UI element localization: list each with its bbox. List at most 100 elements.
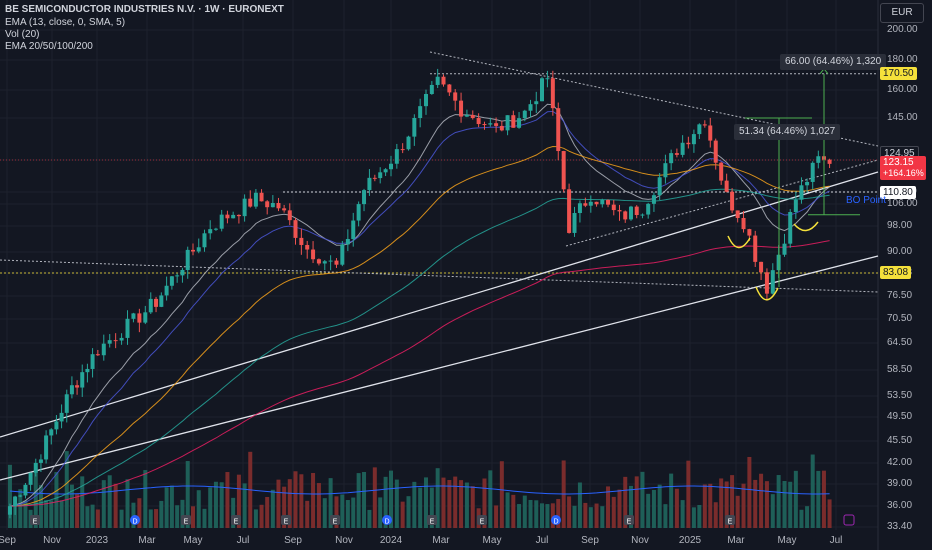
candle-body: [242, 198, 247, 217]
candle-body: [64, 394, 69, 413]
candle-body: [464, 114, 469, 117]
dividend-marker-icon[interactable]: [130, 515, 140, 525]
volume-bar: [33, 470, 38, 528]
candle-body: [522, 110, 527, 119]
volume-bar: [464, 482, 469, 528]
event-marker-label: D: [132, 519, 137, 526]
candle-body: [367, 177, 372, 191]
earnings-marker-icon[interactable]: [330, 515, 340, 525]
event-marker-label: E: [627, 519, 632, 526]
candle-body: [753, 235, 758, 262]
volume-bar: [730, 475, 735, 528]
candle-body: [400, 149, 405, 151]
volume-bar: [567, 496, 572, 528]
currency-button[interactable]: EUR: [880, 3, 924, 23]
volume-bar: [196, 490, 201, 528]
earnings-marker-icon[interactable]: [477, 515, 487, 525]
ema50-line: [9, 145, 830, 507]
candle-body: [80, 372, 85, 388]
candle-body: [44, 435, 49, 460]
volume-bar: [540, 503, 544, 528]
candle-body: [322, 261, 327, 264]
candle-body: [447, 84, 452, 93]
indicator-ema-multi-label[interactable]: EMA 20/50/100/200: [5, 41, 93, 52]
volume-bar: [356, 473, 361, 528]
volume-bar: [724, 481, 729, 528]
volume-bars: [7, 451, 832, 528]
volume-bar: [759, 473, 764, 528]
volume-bar: [378, 497, 383, 528]
candle-body: [588, 201, 593, 206]
y-tick-label: 58.50: [887, 364, 913, 375]
candle-body: [219, 214, 224, 229]
indicator-ema13-label[interactable]: EMA (13, close, 0, SMA, 5): [5, 17, 126, 28]
candle-body: [18, 495, 23, 497]
candle-body: [799, 185, 804, 200]
volume-bar: [674, 488, 679, 528]
volume-bar: [412, 481, 417, 528]
candle-body: [528, 104, 533, 111]
volume-bar: [805, 506, 810, 528]
candles: [7, 68, 832, 519]
candle-body: [231, 214, 236, 219]
earnings-marker-icon[interactable]: [427, 515, 437, 525]
volume-bar: [623, 476, 628, 528]
last-change: +164.16%: [883, 168, 924, 178]
candle-body: [517, 118, 522, 128]
volume-bar: [175, 505, 180, 528]
candle-body: [441, 76, 446, 85]
volume-bar: [776, 475, 781, 528]
event-marker-label: D: [553, 519, 558, 526]
x-tick-label: Sep: [284, 535, 302, 546]
earnings-marker-icon[interactable]: [30, 515, 40, 525]
level-tag-110: 110.80: [880, 186, 916, 199]
candle-body: [119, 337, 124, 341]
candle-body: [623, 211, 628, 220]
dividend-marker-icon[interactable]: [382, 515, 392, 525]
volume-bar: [394, 479, 399, 528]
candle-body: [793, 199, 798, 213]
candle-body: [299, 237, 304, 245]
volume-bar: [80, 476, 85, 528]
candle-body: [611, 204, 616, 211]
candle-body: [572, 213, 577, 233]
earnings-marker-icon[interactable]: [281, 515, 291, 525]
candle-body: [788, 212, 793, 244]
earnings-marker-icon[interactable]: [624, 515, 634, 525]
earnings-marker-icon[interactable]: [181, 515, 191, 525]
dividend-marker-icon[interactable]: [551, 515, 561, 525]
candle-body: [59, 412, 64, 422]
volume-bar: [646, 493, 651, 528]
candle-body: [125, 318, 130, 338]
volume-bar: [49, 500, 54, 528]
candle-body: [351, 220, 356, 239]
upcoming-earnings-icon[interactable]: [843, 514, 855, 526]
indicator-volume-label[interactable]: Vol (20): [5, 29, 40, 40]
candle-body: [713, 140, 718, 163]
volume-bar: [793, 470, 798, 528]
candle-body: [697, 124, 702, 135]
y-tick-label: 39.00: [887, 478, 913, 489]
volume-bar: [351, 497, 356, 528]
earnings-marker-icon[interactable]: [725, 515, 735, 525]
volume-bar: [697, 505, 702, 528]
volume-bar: [606, 486, 611, 528]
candle-body: [577, 203, 582, 214]
x-tick-label: Jul: [535, 535, 549, 546]
volume-bar: [494, 505, 499, 528]
volume-bar: [95, 509, 100, 528]
candle-body: [236, 214, 241, 217]
annotations: [727, 68, 860, 301]
x-tick-label: Mar: [432, 535, 450, 546]
volume-bar: [113, 483, 118, 528]
candle-body: [164, 285, 169, 296]
y-tick-label: 90.00: [887, 246, 913, 257]
y-tick-label: 145.00: [887, 112, 918, 123]
volume-bar: [259, 504, 264, 528]
earnings-marker-icon[interactable]: [231, 515, 241, 525]
candle-body: [583, 203, 588, 206]
volume-bar: [242, 483, 247, 528]
event-marker-label: E: [33, 519, 38, 526]
